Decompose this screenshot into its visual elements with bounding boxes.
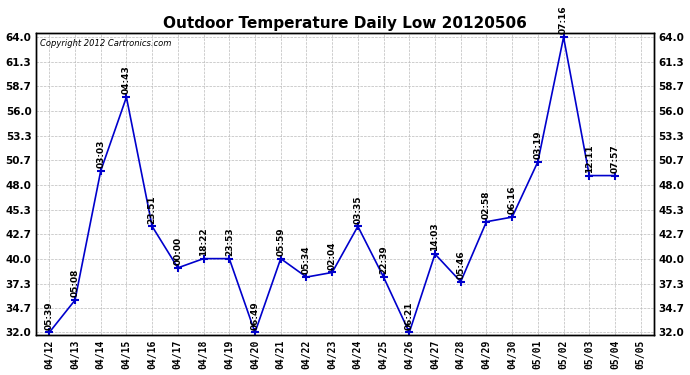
Text: Copyright 2012 Cartronics.com: Copyright 2012 Cartronics.com (39, 39, 171, 48)
Text: 04:43: 04:43 (122, 66, 131, 94)
Text: 05:59: 05:59 (276, 227, 285, 256)
Text: 02:58: 02:58 (482, 190, 491, 219)
Text: 03:35: 03:35 (353, 195, 362, 223)
Text: 06:21: 06:21 (405, 301, 414, 330)
Text: 02:04: 02:04 (328, 241, 337, 270)
Text: 23:53: 23:53 (225, 227, 234, 256)
Text: 05:39: 05:39 (45, 301, 54, 330)
Text: 03:03: 03:03 (96, 140, 105, 168)
Text: 06:49: 06:49 (250, 301, 259, 330)
Text: 07:57: 07:57 (611, 144, 620, 173)
Text: 14:03: 14:03 (431, 223, 440, 251)
Title: Outdoor Temperature Daily Low 20120506: Outdoor Temperature Daily Low 20120506 (163, 16, 527, 32)
Text: 03:19: 03:19 (533, 130, 542, 159)
Text: 12:11: 12:11 (585, 144, 594, 173)
Text: 06:16: 06:16 (508, 186, 517, 214)
Text: 00:00: 00:00 (173, 237, 182, 265)
Text: 18:22: 18:22 (199, 227, 208, 256)
Text: 05:46: 05:46 (456, 250, 465, 279)
Text: 05:34: 05:34 (302, 246, 311, 274)
Text: 23:51: 23:51 (148, 195, 157, 223)
Text: 22:39: 22:39 (379, 246, 388, 274)
Text: 05:08: 05:08 (70, 269, 79, 297)
Text: 07:16: 07:16 (559, 6, 568, 34)
